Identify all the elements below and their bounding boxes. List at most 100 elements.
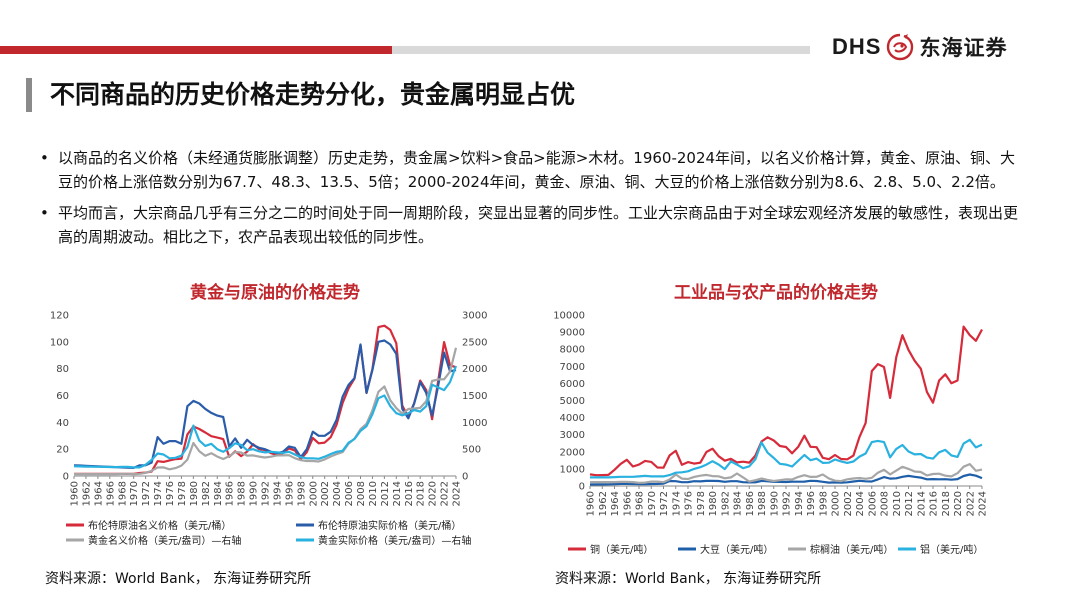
y-right-tick-label: 1000	[462, 418, 487, 429]
y-tick-label: 7000	[560, 362, 585, 373]
bullet-text: 平均而言，大宗商品几乎有三分之二的时间处于同一周期阶段，突显出显著的同步性。工业…	[58, 204, 1019, 246]
y-tick-label: 20	[56, 445, 69, 456]
x-tick-label: 1978	[177, 481, 188, 506]
x-tick-label: 2012	[904, 491, 915, 516]
y-tick-label: 0	[63, 472, 69, 483]
x-tick-label: 1986	[745, 491, 756, 516]
x-tick-label: 2020	[428, 481, 439, 506]
header-red-bar	[0, 46, 392, 54]
x-tick-label: 1982	[201, 481, 212, 506]
gold-oil-chart: 黄金与原油的价格走势 0 20 40 60 80 100 120 0 500 1000 1500 200…	[30, 280, 510, 550]
x-tick-label: 1980	[708, 491, 719, 516]
x-tick-label: 1974	[671, 491, 682, 516]
x-tick-label: 1988	[757, 491, 768, 516]
series-line	[590, 438, 983, 479]
series-line	[74, 347, 458, 476]
x-tick-label: 1966	[622, 491, 633, 516]
y-right-tick-label: 2500	[462, 337, 487, 348]
x-tick-label: 2006	[344, 481, 355, 506]
x-tick-label: 1984	[733, 491, 744, 516]
logo-chinese-text: 东海证券	[919, 36, 1008, 60]
header-gray-bar	[392, 46, 810, 54]
x-tick-label: 2022	[440, 481, 451, 506]
x-tick-label: 1998	[296, 481, 307, 506]
x-tick-label: 2010	[368, 481, 379, 506]
y-right-tick-label: 2000	[462, 364, 487, 375]
y-tick-label: 3000	[560, 430, 585, 441]
x-tick-label: 1962	[598, 491, 609, 516]
x-tick-label: 1976	[165, 481, 176, 506]
x-tick-label: 1970	[647, 491, 658, 516]
chart-title: 工业品与农产品的价格走势	[674, 282, 878, 303]
x-tick-label: 1976	[684, 491, 695, 516]
y-tick-label: 60	[56, 391, 69, 402]
y-tick-label: 120	[50, 311, 69, 322]
x-tick-label: 1996	[284, 481, 295, 506]
y-tick-label: 6000	[560, 379, 585, 390]
page-title: 不同商品的历史价格走势分化，贵金属明显占优	[50, 80, 576, 109]
x-tick-label: 2006	[867, 491, 878, 516]
y-tick-label: 4000	[560, 413, 585, 424]
legend-label: 铝（美元/吨）	[920, 543, 983, 556]
x-tick-label: 2018	[941, 491, 952, 516]
x-tick-label: 2010	[892, 491, 903, 516]
y-tick-label: 0	[579, 482, 585, 493]
x-tick-label: 2004	[332, 481, 343, 506]
y-tick-label: 40	[56, 418, 69, 429]
x-tick-label: 1964	[610, 491, 621, 516]
y-right-tick-label: 500	[462, 445, 481, 456]
source-note-right: 资料来源：World Bank， 东海证券研究所	[555, 571, 822, 587]
x-tick-label: 2002	[320, 481, 331, 506]
x-tick-label: 2008	[356, 481, 367, 506]
x-tick-label: 2000	[308, 481, 319, 506]
x-tick-label: 1978	[696, 491, 707, 516]
x-tick-label: 1966	[105, 481, 116, 506]
series-line	[590, 463, 983, 484]
x-tick-label: 2018	[416, 481, 427, 506]
x-tick-label: 2020	[953, 491, 964, 516]
series-line	[589, 473, 983, 486]
legend-label: 黄金实际价格（美元/盎司）—右轴	[318, 534, 471, 547]
x-tick-label: 2016	[929, 491, 940, 516]
legend-label: 布伦特原油名义价格（美元/桶）	[88, 519, 231, 532]
y-tick-label: 5000	[560, 396, 585, 407]
y-tick-label: 100	[50, 337, 69, 348]
x-tick-label: 1990	[249, 481, 260, 506]
legend-label: 布伦特原油实际价格（美元/桶）	[318, 519, 461, 532]
gold-oil-chart-svg: 黄金与原油的价格走势 0 20 40 60 80 100 120 0 500 1000 1500 200…	[50, 282, 488, 547]
x-tick-label: 1972	[141, 481, 152, 506]
x-tick-label: 2004	[855, 491, 866, 516]
x-tick-label: 1994	[272, 481, 283, 506]
y-tick-label: 8000	[560, 345, 585, 356]
y-right-tick-label: 3000	[462, 311, 487, 322]
series-line	[589, 325, 983, 477]
x-tick-label: 1960	[70, 481, 81, 506]
bullet-item: • 平均而言，大宗商品几乎有三分之二的时间处于同一周期阶段，突显出显著的同步性。…	[40, 201, 1030, 249]
x-tick-label: 2000	[831, 491, 842, 516]
x-tick-label: 1968	[635, 491, 646, 516]
chart-title: 黄金与原油的价格走势	[190, 282, 360, 303]
legend-label: 黄金名义价格（美元/盎司）—右轴	[88, 534, 241, 547]
x-tick-label: 1986	[225, 481, 236, 506]
bullet-list: • 以商品的名义价格（未经通货膨胀调整）历史走势，贵金属>饮料>食品>能源>木材…	[40, 146, 1030, 256]
dragon-emblem-icon	[887, 33, 914, 61]
x-tick-label: 1992	[782, 491, 793, 516]
x-tick-label: 1992	[261, 481, 272, 506]
bullet-text: 以商品的名义价格（未经通货膨胀调整）历史走势，贵金属>饮料>食品>能源>木材。1…	[58, 149, 1016, 191]
x-tick-label: 1964	[93, 481, 104, 506]
y-tick-label: 9000	[560, 328, 585, 339]
x-tick-label: 2014	[916, 491, 927, 516]
y-right-tick-label: 1500	[462, 391, 487, 402]
x-tick-label: 2002	[843, 491, 854, 516]
industrial-agri-chart: 工业品与农产品的价格走势 0 1000 2000 3000 4000 5000 6000 700…	[540, 280, 1020, 556]
bullet-item: • 以商品的名义价格（未经通货膨胀调整）历史走势，贵金属>饮料>食品>能源>木材…	[40, 146, 1030, 194]
x-tick-label: 1982	[720, 491, 731, 516]
title-accent-bar	[26, 78, 32, 112]
industrial-agri-chart-svg: 工业品与农产品的价格走势 0 1000 2000 3000 4000 5000 6000 700…	[553, 282, 988, 556]
series-line	[73, 365, 458, 469]
x-tick-label: 1994	[794, 491, 805, 516]
x-tick-label: 2014	[392, 481, 403, 506]
x-tick-label: 1962	[81, 481, 92, 506]
bullet-dot-icon: •	[40, 149, 49, 167]
bullet-dot-icon: •	[40, 204, 49, 222]
